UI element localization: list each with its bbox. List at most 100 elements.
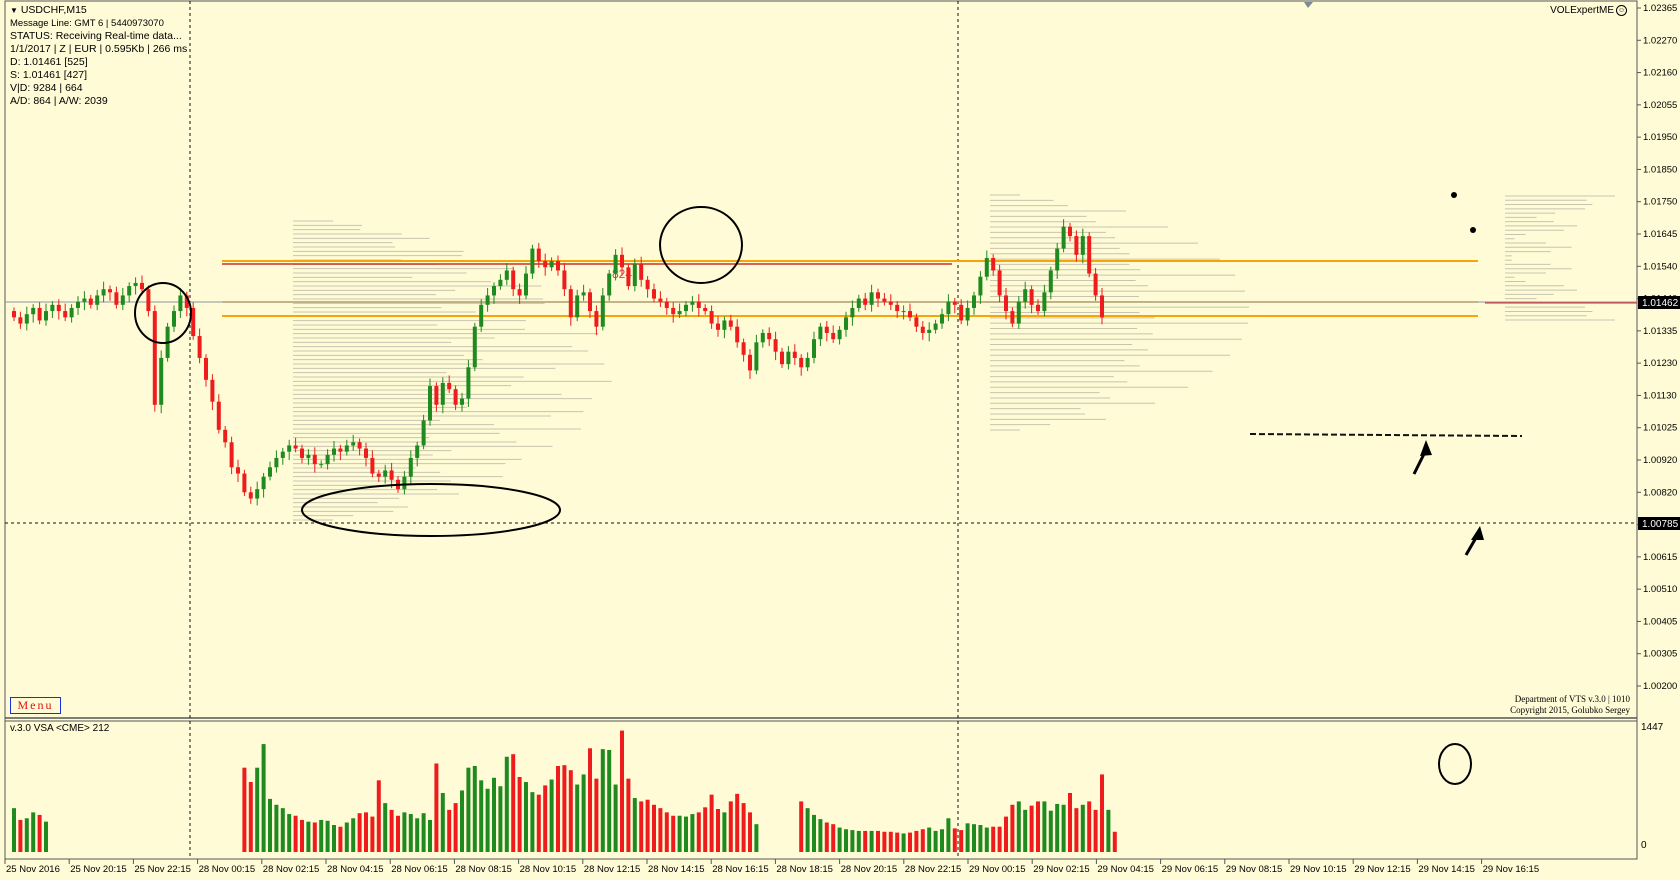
candle <box>69 304 74 323</box>
volume-bar <box>927 827 932 852</box>
candle <box>114 286 119 309</box>
candle <box>511 266 516 297</box>
candles <box>12 219 1104 506</box>
candle <box>63 303 68 322</box>
candle <box>716 316 720 337</box>
volume-bar <box>428 819 432 852</box>
candle <box>210 374 215 411</box>
volume-bar <box>709 794 714 852</box>
candle <box>677 303 682 318</box>
volume-bar <box>1093 809 1098 852</box>
candle <box>498 274 503 290</box>
volume-bar <box>1055 803 1060 852</box>
volume-bar <box>1036 801 1040 852</box>
volume-bar <box>664 812 669 852</box>
time-axis-label: 28 Nov 00:15 <box>199 864 256 875</box>
annotation-circle-volume[interactable] <box>1438 743 1472 785</box>
annotation-arrow-1[interactable] <box>1412 440 1432 475</box>
candle <box>799 354 804 376</box>
candle <box>901 305 906 320</box>
candle <box>1010 307 1015 328</box>
time-axis-label: 29 Nov 16:15 <box>1483 864 1540 875</box>
candle <box>300 444 304 464</box>
time-axis-label: 25 Nov 20:15 <box>70 864 127 875</box>
volume-bar <box>1112 831 1117 852</box>
candle <box>197 328 202 364</box>
annotation-ellipse-3[interactable] <box>301 483 561 537</box>
time-axis-label: 29 Nov 02:15 <box>1033 864 1090 875</box>
candle <box>216 394 221 434</box>
info-line-status: STATUS: Receiving Real-time data... <box>10 30 182 42</box>
price-axis-label: 1.01645 <box>1643 229 1677 240</box>
volume-bar <box>1048 810 1053 852</box>
candle <box>408 450 413 484</box>
candle <box>447 375 452 393</box>
candle <box>1093 267 1098 301</box>
volume-bar <box>652 804 656 852</box>
candle <box>754 334 759 375</box>
candle <box>600 287 605 331</box>
time-axis-label: 28 Nov 08:15 <box>455 864 512 875</box>
candle <box>639 256 644 287</box>
candle <box>652 283 656 303</box>
price-axis-label: 1.01025 <box>1643 423 1677 434</box>
vsa-volume-bars <box>12 730 1117 852</box>
candle <box>517 283 522 304</box>
volume-bar <box>1074 808 1079 852</box>
candle <box>312 447 317 473</box>
candle <box>95 289 100 311</box>
price-axis-label: 1.01950 <box>1643 132 1677 143</box>
volume-bar <box>466 767 471 852</box>
time-axis-label: 25 Nov 22:15 <box>134 864 191 875</box>
candle <box>818 322 823 347</box>
fractal-dot-2 <box>1470 227 1476 233</box>
svg-text:1.01462: 1.01462 <box>1642 298 1679 309</box>
candle <box>837 326 842 345</box>
volume-bar <box>946 818 951 852</box>
time-axis-label: 29 Nov 08:15 <box>1226 864 1283 875</box>
gear-icon[interactable]: ☺ <box>1616 5 1627 16</box>
candle <box>383 464 388 484</box>
candle <box>434 382 439 412</box>
candle <box>261 472 266 498</box>
volume-bar <box>44 821 48 852</box>
volume-bar <box>933 830 938 852</box>
candle <box>530 244 535 279</box>
volume-bar <box>453 803 458 852</box>
volume-bar <box>1080 804 1085 852</box>
candle <box>56 299 61 320</box>
price-axis-label: 1.01750 <box>1643 197 1677 208</box>
candle <box>24 306 29 331</box>
menu-button[interactable]: Menu <box>10 697 61 714</box>
annotation-arrow-2[interactable] <box>1464 526 1484 556</box>
info-line-session: 1/1/2017 | Z | EUR | 0.595Kb | 266 ms <box>10 43 188 55</box>
volume-bar <box>895 832 900 852</box>
symbol-timeframe[interactable]: ▼ USDCHF,M15 <box>10 4 87 16</box>
expert-label[interactable]: VOLExpertME ☺ <box>1550 5 1627 16</box>
volume-bar <box>280 808 285 852</box>
dropdown-triangle-icon[interactable]: ▼ <box>10 6 18 15</box>
candle <box>645 276 650 298</box>
volume-bar <box>1087 801 1092 852</box>
annotation-circle-2[interactable] <box>659 206 743 284</box>
volume-bar <box>306 821 311 852</box>
price-axis-label: 1.00405 <box>1643 616 1677 627</box>
volume-bar <box>1068 792 1072 852</box>
candle <box>876 288 880 308</box>
candle <box>293 437 298 453</box>
chart-shift-marker[interactable] <box>1304 2 1313 8</box>
candle <box>543 253 548 276</box>
volume-bar <box>594 778 599 852</box>
volume-bar <box>1004 816 1008 852</box>
price-axis-label: 1.01230 <box>1643 358 1677 369</box>
annotation-dashed-level[interactable] <box>1249 433 1523 437</box>
annotation-circle-1[interactable] <box>134 282 192 344</box>
volume-bar <box>920 829 925 852</box>
price-axis-label: 1.01130 <box>1643 390 1677 401</box>
candle <box>287 439 292 461</box>
candle <box>703 304 708 315</box>
candle <box>1055 242 1060 279</box>
candle <box>863 292 868 311</box>
